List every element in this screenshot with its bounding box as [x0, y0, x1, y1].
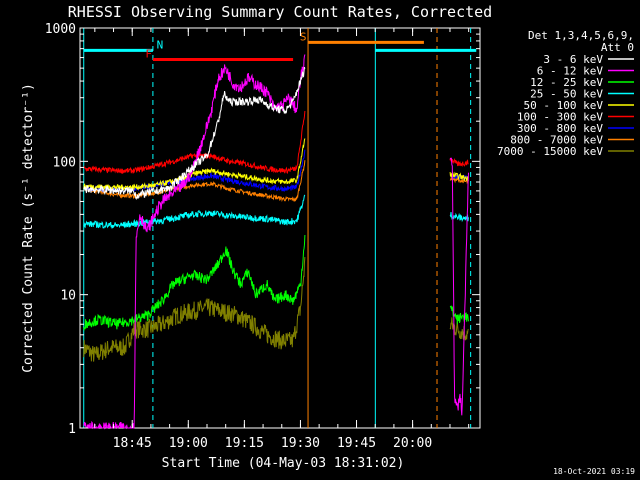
- series-line-late: [450, 173, 469, 182]
- series-line: [83, 234, 306, 332]
- series-line: [83, 257, 306, 362]
- legend-header-detectors: Det 1,3,4,5,6,9,: [528, 29, 634, 42]
- series-layer: [83, 54, 469, 430]
- x-axis-title: Start Time (04-May-03 18:31:02): [162, 456, 405, 471]
- chart-title: RHESSI Observing Summary Count Rates, Co…: [68, 3, 492, 21]
- series-line-late: [449, 170, 469, 182]
- x-tick-label: 19:30: [281, 436, 320, 451]
- y-tick-label: 1: [68, 422, 76, 437]
- y-tick-label: 100: [53, 155, 76, 170]
- x-tick-label: 18:45: [113, 436, 152, 451]
- series-line: [83, 110, 306, 175]
- series-line-late: [449, 305, 469, 325]
- y-tick-label: 10: [60, 289, 76, 304]
- legend-label: 300 - 800 keV: [517, 122, 603, 135]
- x-tick-label: 19:00: [169, 436, 208, 451]
- series-line: [83, 149, 306, 193]
- axes-layer: 1 10 100 1000 18:45 19:00 19:15 19:30 19:45 20:00: [45, 22, 480, 451]
- series-line-late: [449, 157, 469, 416]
- legend-label: 800 - 7000 keV: [510, 134, 603, 147]
- legend-label: 6 - 12 keV: [537, 65, 604, 78]
- series-line: [83, 138, 306, 191]
- series-line-late: [449, 317, 469, 341]
- series-line: [83, 67, 306, 201]
- legend-label: 100 - 300 keV: [517, 111, 603, 124]
- series-line-late: [449, 157, 469, 167]
- footer-timestamp: 18-Oct-2021 03:19: [553, 467, 635, 476]
- legend-label: 3 - 6 keV: [543, 53, 603, 66]
- flag-label: N: [157, 38, 164, 51]
- legend-label: 50 - 100 keV: [524, 99, 604, 112]
- legend-label: 7000 - 15000 keV: [497, 145, 603, 158]
- legend-header-attenuator: Att 0: [601, 41, 634, 54]
- x-tick-label: 20:00: [393, 436, 432, 451]
- y-tick-label: 1000: [45, 22, 76, 37]
- flag-label: F: [145, 48, 152, 61]
- flags-layer: NF S: [83, 28, 477, 428]
- x-tick-label: 19:45: [337, 436, 376, 451]
- plot-frame: [79, 27, 481, 429]
- legend-label: 25 - 50 keV: [530, 88, 603, 101]
- flag-label: S: [300, 30, 307, 43]
- legend-label: 12 - 25 keV: [530, 76, 603, 89]
- x-tick-label: 19:15: [225, 436, 264, 451]
- series-line: [83, 194, 306, 229]
- y-axis-title: Corrected Count Rate (s⁻¹ detector⁻¹): [21, 83, 36, 373]
- series-line: [83, 160, 306, 203]
